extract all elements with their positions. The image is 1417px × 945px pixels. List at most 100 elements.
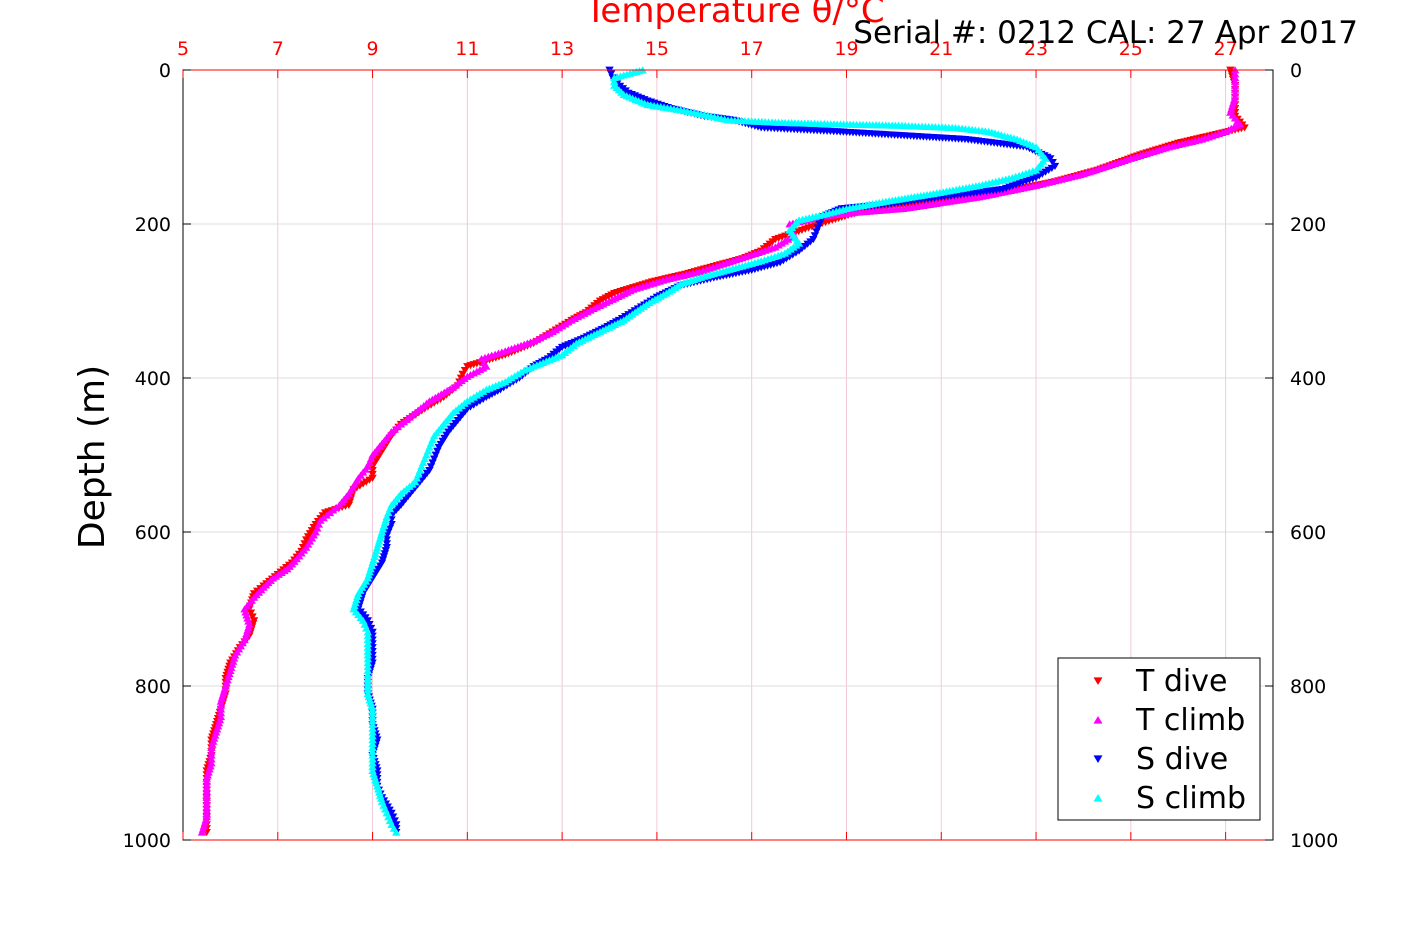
data-point <box>458 370 467 378</box>
data-point-fill <box>460 366 470 375</box>
data-point-fill <box>606 70 616 78</box>
data-point <box>387 809 396 817</box>
y-tick-label-left: 400 <box>135 368 171 390</box>
data-point-fill <box>368 724 377 732</box>
data-point <box>463 363 472 371</box>
data-point-fill <box>363 670 373 678</box>
data-point <box>429 455 439 463</box>
data-point <box>392 828 401 836</box>
data-point-fill <box>368 739 377 748</box>
series-t-climb <box>197 66 1245 836</box>
y-tick-label-right: 1000 <box>1290 830 1338 852</box>
data-point-fill <box>363 686 373 694</box>
legend-marker <box>1093 793 1103 802</box>
data-point <box>1046 155 1055 163</box>
data-point-fill <box>246 609 256 617</box>
data-point <box>216 697 226 705</box>
data-point-fill <box>428 459 437 467</box>
data-point-fill <box>207 751 216 759</box>
data-point-fill <box>216 705 226 713</box>
x-tick-label: 27 <box>1214 38 1238 60</box>
y-tick-label-right: 0 <box>1290 60 1302 82</box>
y-tick-label-right: 800 <box>1290 676 1326 698</box>
data-point-fill <box>388 813 398 821</box>
data-point <box>363 617 373 625</box>
data-point-fill <box>368 709 377 717</box>
data-point <box>1230 77 1240 85</box>
legend-marker <box>1093 677 1103 686</box>
data-point-fill <box>363 647 373 655</box>
data-point-fill <box>207 747 216 755</box>
y-tick-label-left: 1000 <box>123 830 171 852</box>
data-point-fill <box>368 763 377 771</box>
data-point-fill <box>363 682 373 690</box>
data-point-fill <box>382 540 391 548</box>
data-point <box>368 751 377 759</box>
legend-label: S climb <box>1136 781 1246 816</box>
data-point-fill <box>810 232 820 240</box>
legend-marker <box>1093 755 1103 764</box>
data-point-fill <box>368 728 377 736</box>
data-point-fill <box>363 632 373 640</box>
data-point-fill <box>368 713 377 721</box>
legend: T dive T climb S dive S climb <box>1057 657 1261 821</box>
legend-label: S dive <box>1136 742 1228 777</box>
data-point-fill <box>368 732 377 740</box>
data-point-fill <box>363 655 373 663</box>
data-point-fill <box>368 759 377 767</box>
data-point <box>368 705 377 713</box>
data-point-fill <box>363 662 373 671</box>
data-point-fill <box>815 220 824 228</box>
data-point-fill <box>248 613 257 621</box>
y-axis-label: Depth (m) <box>72 365 113 549</box>
x-tick-label: 11 <box>455 38 479 60</box>
data-point-fill <box>216 701 226 709</box>
chart-title: Temperature θ/°C <box>584 0 884 31</box>
data-point <box>197 828 207 836</box>
data-point-fill <box>1230 73 1240 82</box>
data-points <box>197 66 1249 837</box>
legend-label: T climb <box>1135 703 1245 738</box>
data-point <box>302 536 311 544</box>
x-tick-label: 19 <box>834 38 858 60</box>
data-point-fill <box>366 624 376 633</box>
data-point <box>368 736 377 744</box>
y-tick-label-left: 800 <box>135 676 171 698</box>
serial-cal-label: Serial #: 0212 CAL: 27 Apr 2017 <box>853 15 1358 51</box>
legend-marker <box>1093 715 1103 724</box>
data-point <box>363 643 373 651</box>
data-point <box>363 628 373 636</box>
data-point <box>368 628 377 636</box>
data-point-fill <box>207 755 216 763</box>
axis-ticks: 5 7 9 11 13 15 17 19 21 23 25 27 0 0 200 200 400 400 600 60… <box>123 38 1339 852</box>
data-point-fill <box>1230 85 1240 93</box>
data-point <box>368 720 377 728</box>
y-tick-label-right: 400 <box>1290 368 1326 390</box>
data-point-fill <box>368 755 377 763</box>
x-tick-label: 13 <box>550 38 574 60</box>
x-tick-label: 21 <box>929 38 953 60</box>
data-point-fill <box>1230 70 1240 78</box>
data-point-fill <box>390 817 399 825</box>
data-point <box>207 743 216 751</box>
series-s-climb <box>349 66 1050 836</box>
data-point-fill <box>368 743 377 751</box>
x-tick-label: 9 <box>367 38 379 60</box>
legend-label: T dive <box>1135 664 1227 699</box>
data-point-fill <box>431 451 440 459</box>
series-s-dive <box>354 66 1060 837</box>
data-point <box>610 73 619 82</box>
data-point <box>813 224 823 232</box>
data-point-fill <box>368 716 377 725</box>
data-point <box>392 821 401 829</box>
x-tick-label: 5 <box>177 38 189 60</box>
x-tick-label: 7 <box>272 38 284 60</box>
data-point-fill <box>433 447 442 455</box>
y-tick-label-left: 600 <box>135 522 171 544</box>
data-point <box>363 659 373 667</box>
data-point-fill <box>368 747 377 755</box>
data-point-fill <box>363 651 373 659</box>
data-point <box>434 443 444 452</box>
y-tick-label-left: 200 <box>135 214 171 236</box>
